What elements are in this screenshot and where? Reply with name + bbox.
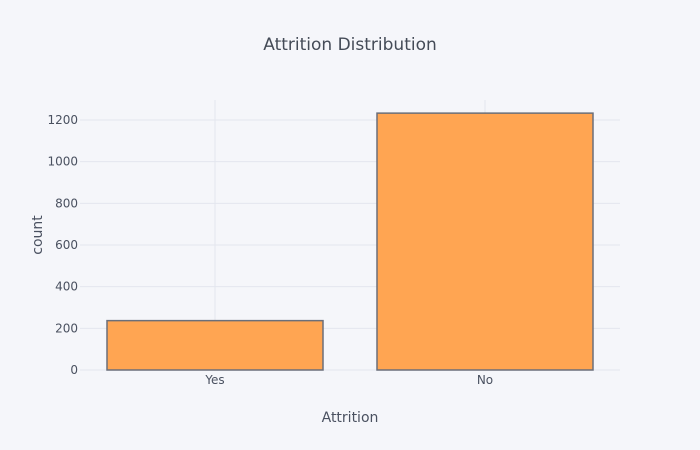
bars-layer	[106, 112, 594, 371]
y-tick-label: 0	[70, 363, 78, 377]
y-tick-label: 600	[55, 238, 78, 252]
y-tick-label: 800	[55, 196, 78, 210]
y-tick-label: 1200	[47, 113, 78, 127]
y-axis-ticks: 0 200 400 600 800 1000 1200	[47, 113, 78, 377]
x-axis-title: Attrition	[322, 410, 379, 426]
x-axis-ticks: Yes No	[204, 373, 493, 387]
y-tick-label: 200	[55, 321, 78, 335]
bar-no	[376, 112, 594, 371]
bar-yes	[106, 319, 324, 371]
chart-title: Attrition Distribution	[263, 35, 437, 55]
y-axis-title: count	[30, 215, 46, 255]
x-tick-label: No	[477, 373, 493, 387]
y-tick-label: 1000	[47, 155, 78, 169]
x-tick-label: Yes	[204, 373, 224, 387]
y-tick-label: 400	[55, 280, 78, 294]
